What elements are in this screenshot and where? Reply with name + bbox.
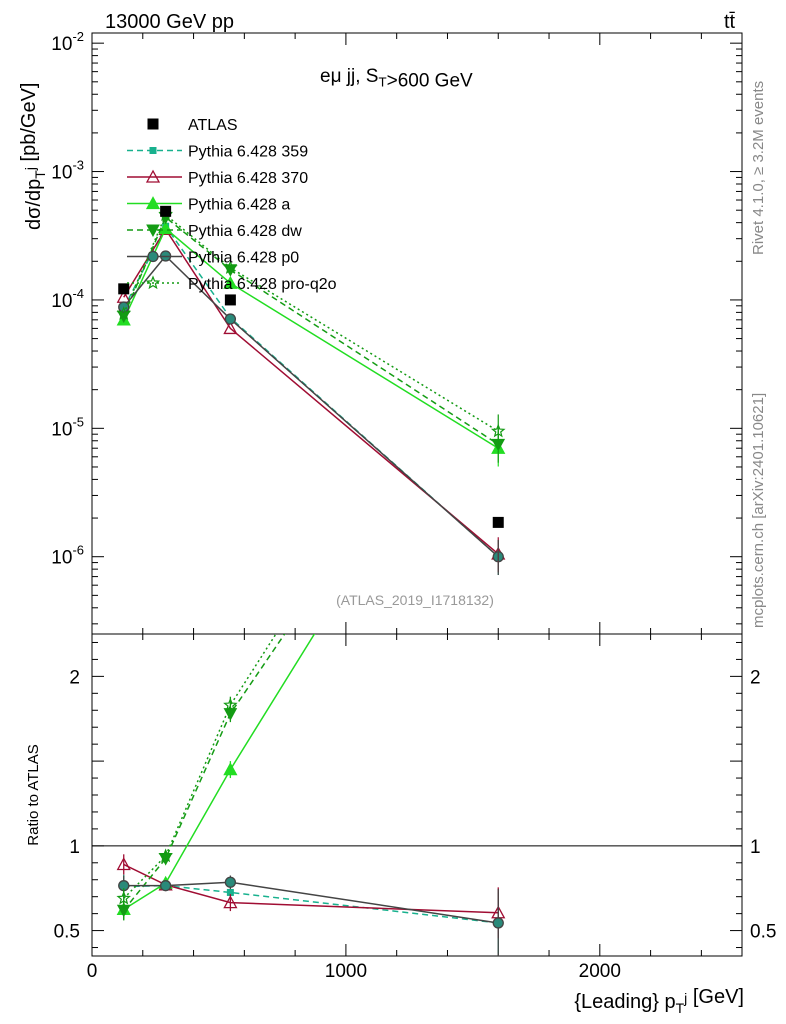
y-tick-label: 10-5 xyxy=(51,414,84,440)
legend-label: Pythia 6.428 p0 xyxy=(188,250,299,267)
series-2-point xyxy=(158,221,173,235)
series-0-ratio-line xyxy=(123,884,499,924)
mcplots-label: mcplots.cern.ch [arXiv:2401.10621] xyxy=(750,393,767,628)
series-4-ratio-line xyxy=(123,881,499,924)
x-tick-label: 0 xyxy=(87,961,98,982)
ratio-tick-label-left: 1 xyxy=(69,837,80,858)
ratio-tick-label-right: 1 xyxy=(750,837,761,858)
atlas-data-point xyxy=(160,205,172,217)
rivet-version-label: Rivet 4.1.0, ≥ 3.2M events xyxy=(750,81,767,255)
series-5-ratio-point xyxy=(116,890,132,905)
series-2-ratio-line xyxy=(123,634,316,911)
legend-marker xyxy=(147,250,159,263)
y-tick-label: 10-4 xyxy=(51,286,84,312)
legend-label: Pythia 6.428 359 xyxy=(188,144,308,161)
series-2-line xyxy=(123,227,499,449)
legend-label: Pythia 6.428 a xyxy=(188,197,290,214)
legend-label: Pythia 6.428 370 xyxy=(188,170,308,187)
series-1-point xyxy=(223,321,238,335)
series-5-line xyxy=(123,213,499,432)
x-tick-label: 1000 xyxy=(325,961,367,982)
legend-label: Pythia 6.428 dw xyxy=(188,223,302,240)
x-tick-label: 2000 xyxy=(579,961,621,982)
header-process: tt̄ xyxy=(724,11,736,33)
series-4-point xyxy=(224,313,237,325)
series-1-ratio-line xyxy=(123,863,499,914)
legend-marker xyxy=(146,224,160,238)
ratio-tick-label-right: 0.5 xyxy=(750,922,776,943)
series-1-ratio-point xyxy=(116,857,131,871)
series-3-ratio-point xyxy=(492,315,504,326)
series-4-ratio-point xyxy=(224,876,237,888)
legend-marker xyxy=(145,196,161,210)
ratio-tick-label-right: 2 xyxy=(750,667,761,688)
series-5-ratio-point xyxy=(223,697,238,712)
series-2-ratio-point xyxy=(223,762,238,776)
header-energy: 13000 GeV pp xyxy=(105,11,234,33)
atlas-data-point xyxy=(224,294,236,306)
legend-marker xyxy=(145,275,161,290)
ratio-tick-label-left: 2 xyxy=(69,667,80,688)
legend-marker xyxy=(145,169,161,183)
ratio-y-axis-title: Ratio to ATLAS xyxy=(25,744,42,845)
atlas-data-point xyxy=(118,283,130,295)
y-tick-label: 10-2 xyxy=(51,29,84,55)
series-3-ratio-line xyxy=(123,634,286,911)
legend-marker xyxy=(149,147,157,154)
chart-title: eμ jj, ST>600 GeV xyxy=(320,66,473,92)
series-4-line xyxy=(123,254,499,558)
series-4-ratio-point xyxy=(492,917,504,929)
main-series-group xyxy=(116,205,506,576)
y-tick-label: 10-3 xyxy=(51,158,84,184)
atlas-data-point xyxy=(492,516,504,528)
y-axis-title: dσ/dpTj [pb/GeV] xyxy=(18,83,48,230)
legend-label: Pythia 6.428 pro-q2o xyxy=(188,276,337,293)
x-axis-title: {Leading} pTj [GeV] xyxy=(574,986,744,1016)
ratio-series-group xyxy=(116,281,506,956)
series-5-point xyxy=(116,306,132,320)
main-axes: 10-6 10-5 10-4 10-3 10-2 xyxy=(51,29,742,634)
series-5-point xyxy=(223,260,238,274)
series-1-ratio-point xyxy=(223,895,238,909)
series-4-ratio-point xyxy=(159,880,172,892)
series-2-point xyxy=(223,275,238,289)
ratio-plot-frame xyxy=(91,633,743,957)
analysis-tag: (ATLAS_2019_I1718132) xyxy=(336,592,494,608)
series-2-ratio-point xyxy=(492,331,504,342)
ratio-tick-label-left: 0.5 xyxy=(54,922,80,943)
series-5-ratio-point xyxy=(158,848,173,863)
series-5-ratio-line xyxy=(123,634,277,899)
series-1-line xyxy=(123,227,499,555)
legend-atlas-label: ATLAS xyxy=(188,117,238,134)
legend: ATLAS Pythia 6.428 359 Pythia 6.428 370 Pyt… xyxy=(127,117,337,293)
legend-atlas-marker xyxy=(147,118,159,130)
series-3-line xyxy=(123,216,499,445)
series-0-ratio-point xyxy=(226,888,234,896)
ratio-axes: 0 1000 2000 0.5 0.5 1 1 2 2 xyxy=(54,634,776,982)
series-5-ratio-point xyxy=(493,281,504,292)
y-tick-label: 10-6 xyxy=(51,543,84,569)
